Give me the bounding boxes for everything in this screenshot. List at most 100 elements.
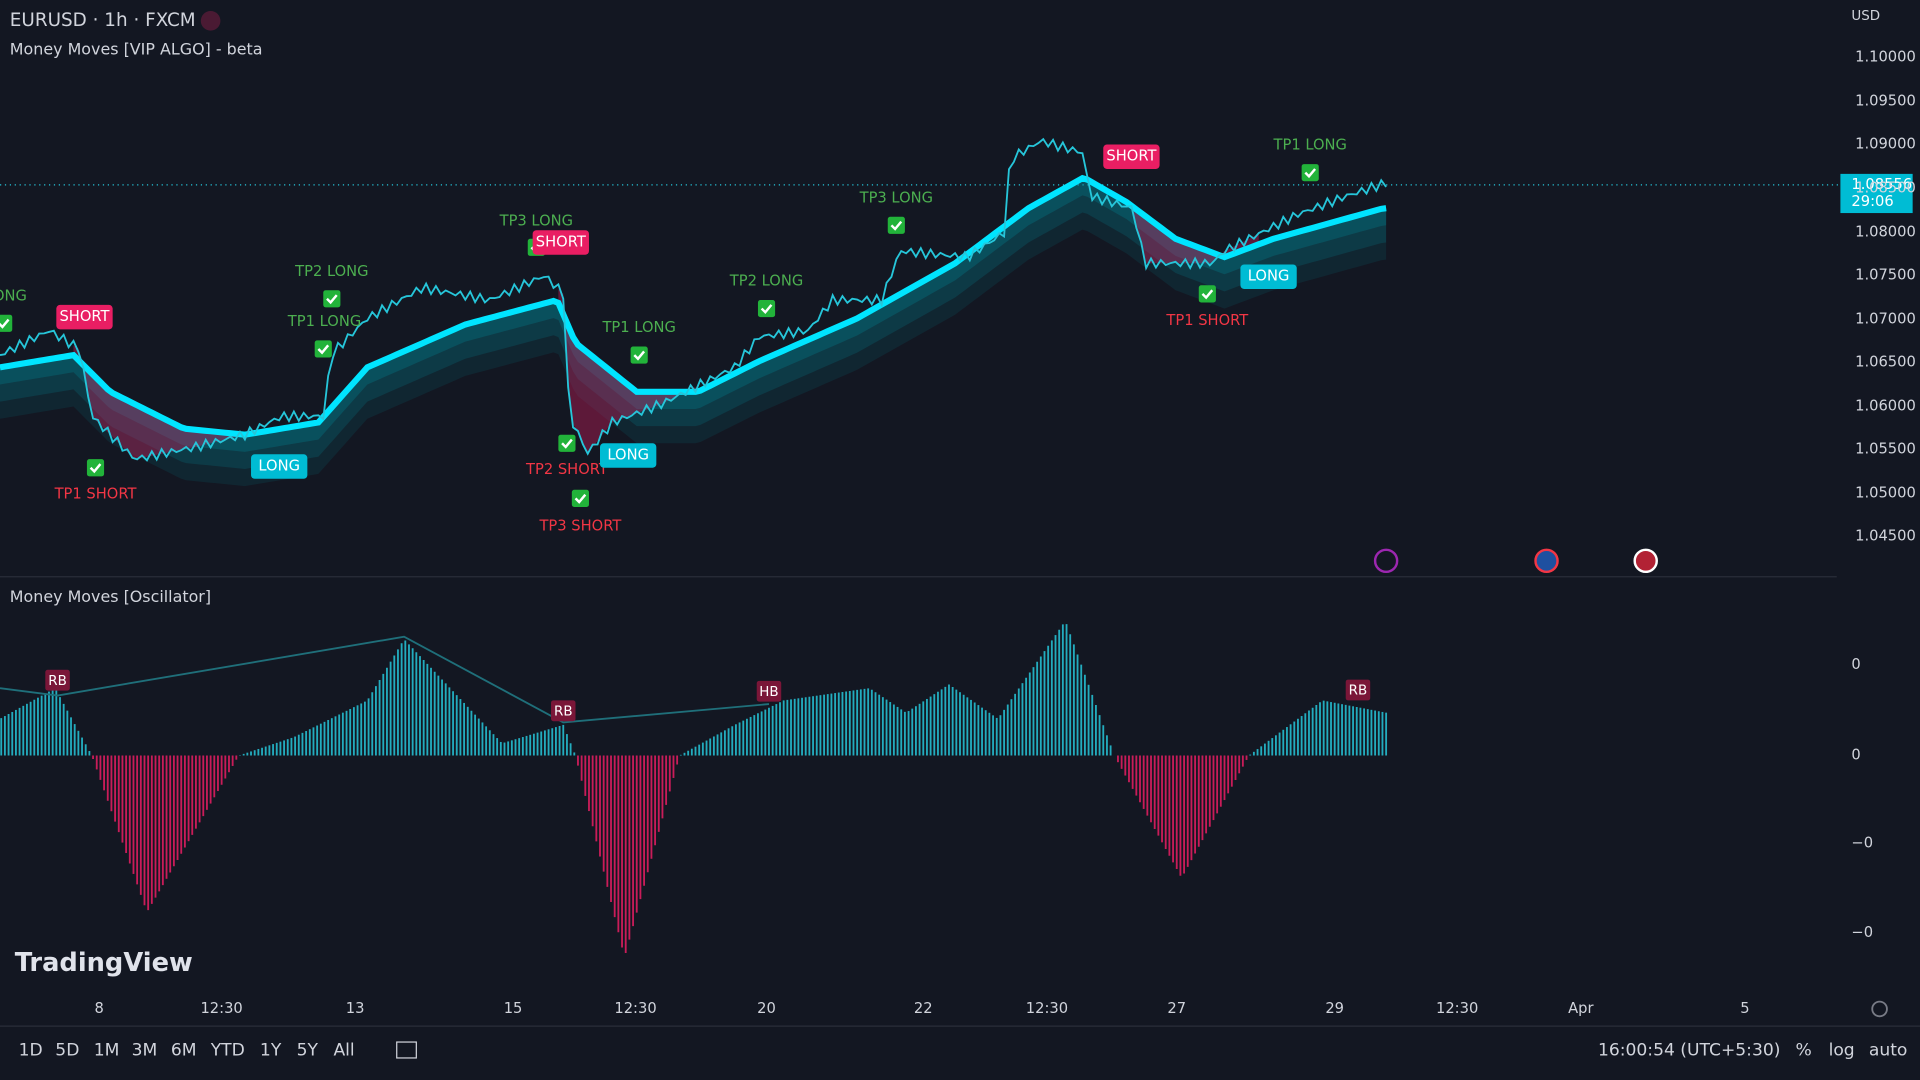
price-tick-label: 1.09500 <box>1855 93 1916 110</box>
range-button[interactable]: 1M <box>94 1041 120 1061</box>
check-mark <box>1304 168 1317 179</box>
signal-label: TP1 LONG <box>287 313 361 330</box>
price-tick-label: 1.06500 <box>1855 353 1916 370</box>
check-icon <box>1198 285 1216 303</box>
signal-label: LONG <box>0 287 27 304</box>
signal-box <box>56 304 113 330</box>
ribbon-line <box>0 174 1387 438</box>
symbol[interactable]: EURUSD · 1h · FXCM <box>10 10 196 31</box>
check-mark <box>633 350 646 361</box>
marker-label: RB <box>48 674 67 689</box>
scale-option[interactable]: % <box>1796 1041 1812 1061</box>
price-graphics <box>0 137 1387 487</box>
price-tick-label: 1.07500 <box>1855 267 1916 284</box>
time-tick-label: 8 <box>95 1000 104 1017</box>
event-icon[interactable] <box>1633 548 1658 574</box>
scale-option[interactable]: auto <box>1869 1041 1908 1061</box>
price-tick-label: 1.04500 <box>1855 527 1916 544</box>
check-icon <box>630 346 648 364</box>
oscillator-tick-label: 0 <box>1851 747 1860 764</box>
current-price-box <box>1840 173 1913 214</box>
check-mark <box>326 294 338 305</box>
check-icon <box>86 459 105 477</box>
signal-label: LONG <box>1248 268 1290 285</box>
signal-label: TP3 LONG <box>499 213 573 230</box>
oscillator-tick-label: −0 <box>1851 835 1873 852</box>
price-tick-label: 1.05500 <box>1855 440 1916 457</box>
event-icon[interactable] <box>1373 548 1399 574</box>
oscillator-graphics <box>0 624 1388 954</box>
check-icon <box>1301 164 1319 182</box>
range-button[interactable]: 3M <box>132 1041 158 1061</box>
range-button[interactable]: 1Y <box>260 1041 282 1061</box>
short-fill <box>1126 202 1259 264</box>
signal-label: SHORT <box>1106 148 1157 165</box>
time-tick-label: 22 <box>914 1000 933 1017</box>
date-range-icon[interactable] <box>396 1041 417 1059</box>
marker-label: RB <box>554 704 573 719</box>
ribbon-band <box>0 178 1387 469</box>
signal-label: TP3 LONG <box>859 189 933 206</box>
time-tick-label: 20 <box>757 1000 776 1017</box>
check-mark <box>890 220 903 231</box>
signal-label: TP3 SHORT <box>538 518 622 535</box>
signal-box <box>600 443 657 468</box>
range-button[interactable]: YTD <box>210 1041 245 1061</box>
range-button[interactable]: 5D <box>55 1041 79 1061</box>
signal-label: TP2 LONG <box>294 263 368 280</box>
price-tick-label: 1.07000 <box>1855 311 1916 328</box>
marker-label: RB <box>1349 684 1368 699</box>
oscillator-tick-label: 0 <box>1851 656 1860 673</box>
logo: TradingView <box>15 948 193 978</box>
short-fill <box>73 345 245 459</box>
time-tick-label: 12:30 <box>614 1000 656 1017</box>
time-tick-label: 13 <box>346 1000 365 1017</box>
marker-label: HB <box>759 685 778 700</box>
status-icon <box>200 11 221 31</box>
check-icon <box>887 216 905 234</box>
signal-label: SHORT <box>59 308 110 325</box>
signal-box <box>532 230 589 255</box>
indicator-title[interactable]: Money Moves [VIP ALGO] - beta <box>10 40 263 59</box>
price-tick-label: 1.09000 <box>1855 135 1916 152</box>
time-tick-label: 15 <box>504 1000 523 1017</box>
signal-box <box>1240 264 1297 289</box>
signal-label: SHORT <box>536 233 587 250</box>
time-tick-label: 5 <box>1740 1000 1749 1017</box>
time-tick-label: Apr <box>1568 1000 1594 1017</box>
range-button[interactable]: 6M <box>171 1041 197 1061</box>
price-tick-label: 1.08500 <box>1855 180 1916 197</box>
event-icon[interactable] <box>1534 548 1559 574</box>
signal-label: LONG <box>607 447 649 464</box>
range-button[interactable]: 1D <box>19 1041 43 1061</box>
signal-box <box>1103 144 1160 169</box>
check-icon <box>314 340 332 358</box>
signal-label: TP1 SHORT <box>54 486 138 503</box>
scale-option[interactable]: log <box>1829 1041 1855 1061</box>
marker-box <box>45 669 70 691</box>
range-button[interactable]: 5Y <box>297 1041 319 1061</box>
price-line <box>0 137 1387 462</box>
time-tick-label: 27 <box>1167 1000 1186 1017</box>
clock: 16:00:54 (UTC+5:30) <box>1598 1041 1780 1061</box>
signal-label: TP1 LONG <box>601 319 675 336</box>
marker-box <box>551 700 576 722</box>
ribbon-band <box>0 178 1387 487</box>
price-tick-label: 1.05000 <box>1855 484 1916 501</box>
settings-icon[interactable] <box>1871 1000 1888 1018</box>
marker-box <box>1345 679 1371 701</box>
currency-select[interactable]: USD <box>1851 9 1880 24</box>
range-button[interactable]: All <box>333 1041 354 1061</box>
time-tick-label: 12:30 <box>1026 1000 1068 1017</box>
signal-box <box>251 454 308 479</box>
check-mark <box>561 438 573 449</box>
check-mark <box>760 304 773 315</box>
ribbon-band <box>0 178 1387 452</box>
oscillator-title[interactable]: Money Moves [Oscillator] <box>10 587 211 606</box>
time-tick-label: 12:30 <box>1436 1000 1478 1017</box>
oscillator-tick-label: −0 <box>1851 924 1873 941</box>
signal-label: TP1 SHORT <box>1165 312 1249 329</box>
